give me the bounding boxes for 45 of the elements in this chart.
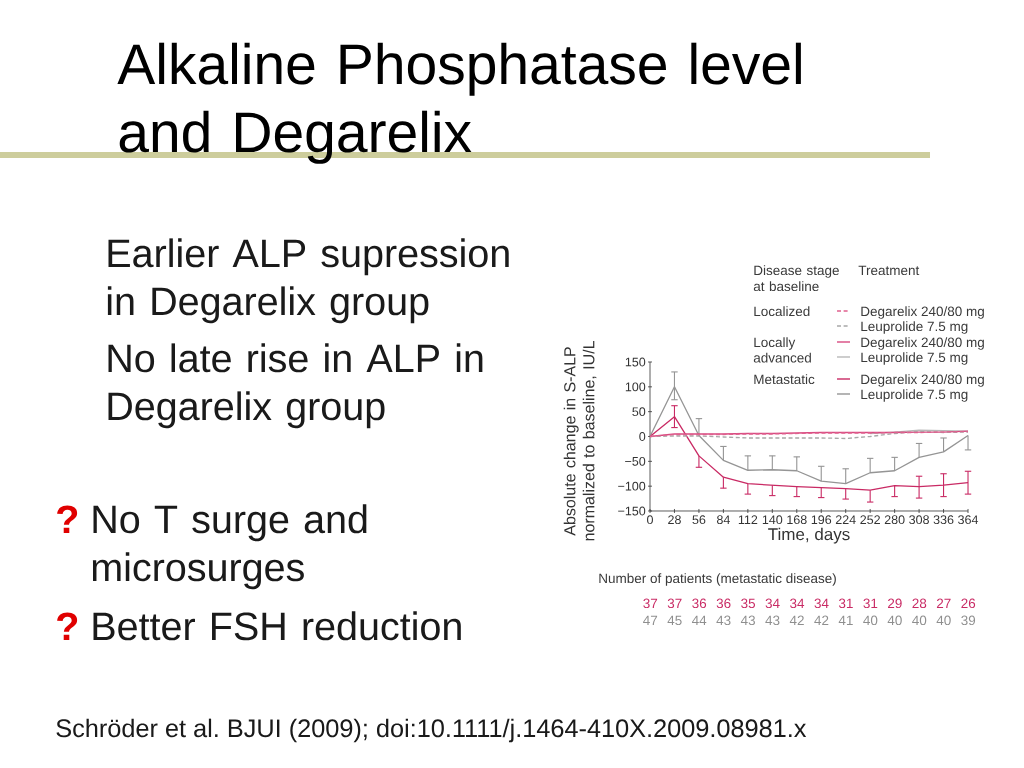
x-tick-label: 168 [787,515,807,525]
text: Localized [754,306,810,317]
x-tick-label: 28 [668,515,681,525]
x-tick-label: 84 [716,515,730,525]
text: No T surge and microsurges [92,504,367,590]
x-tick-label: 280 [884,515,905,525]
x-tick-label: 0 [647,515,653,525]
text: Earlier ALP supression in Degarelix group [107,238,509,324]
x-tick-label: 56 [692,515,706,525]
text: 47 45 44 43 43 43 42 42 41 40 40 40 40 39 [643,615,976,626]
y-tick-label: 150 [625,357,646,367]
text: Disease stage at baseline [753,265,839,292]
y-axis-title: Absolute change in S-ALP normalized to baseline, IU/L [563,341,597,541]
x-tick-label: 112 [738,515,758,524]
text: Schröder et al. BJUI (2009); doi:10.1111/j.1464-410X.2009.08981.x [56,718,807,743]
y-tick-label: −100 [618,481,646,491]
text: ? [57,612,78,640]
text: Better FSH reduction [93,611,461,641]
y-tick-label: 50 [632,407,646,417]
x-tick-label: 364 [958,515,979,525]
legend-title: Treatment [858,265,920,276]
y-tick-label: 0 [639,432,646,441]
legend-label: Leuprolide 7.5 mg [861,352,968,365]
x-tick-label: 336 [933,515,954,525]
text: 37 37 36 36 35 34 34 34 31 31 29 28 27 26 [643,598,976,609]
text: ? [57,505,78,533]
x-tick-label: 196 [811,515,832,525]
x-tick-label: 140 [762,515,783,525]
annotation: Locally advanced [753,337,811,363]
y-tick-label: −150 [618,506,646,516]
x-tick-label: 252 [860,515,880,525]
legend-label: Degarelix 240/80 mg [861,374,984,387]
chart-title: Alkaline Phosphatase level and Degarelix [117,42,801,164]
x-tick-label: 308 [909,515,929,525]
legend-label: Leuprolide 7.5 mg [861,321,968,334]
legend-label: Degarelix 240/80 mg [861,337,984,350]
text: Number of patients (metastatic disease) [599,573,836,586]
y-tick-label: −50 [625,456,646,466]
y-tick-label: 100 [625,382,646,392]
x-tick-label: 224 [835,515,856,524]
legend-label: Degarelix 240/80 mg [861,306,984,319]
legend-label: Leuprolide 7.5 mg [861,389,968,402]
x-axis-title: Time, days [768,527,850,544]
text: No late rise in ALP in Degarelix group [108,343,483,429]
annotation: Metastatic [754,374,815,385]
